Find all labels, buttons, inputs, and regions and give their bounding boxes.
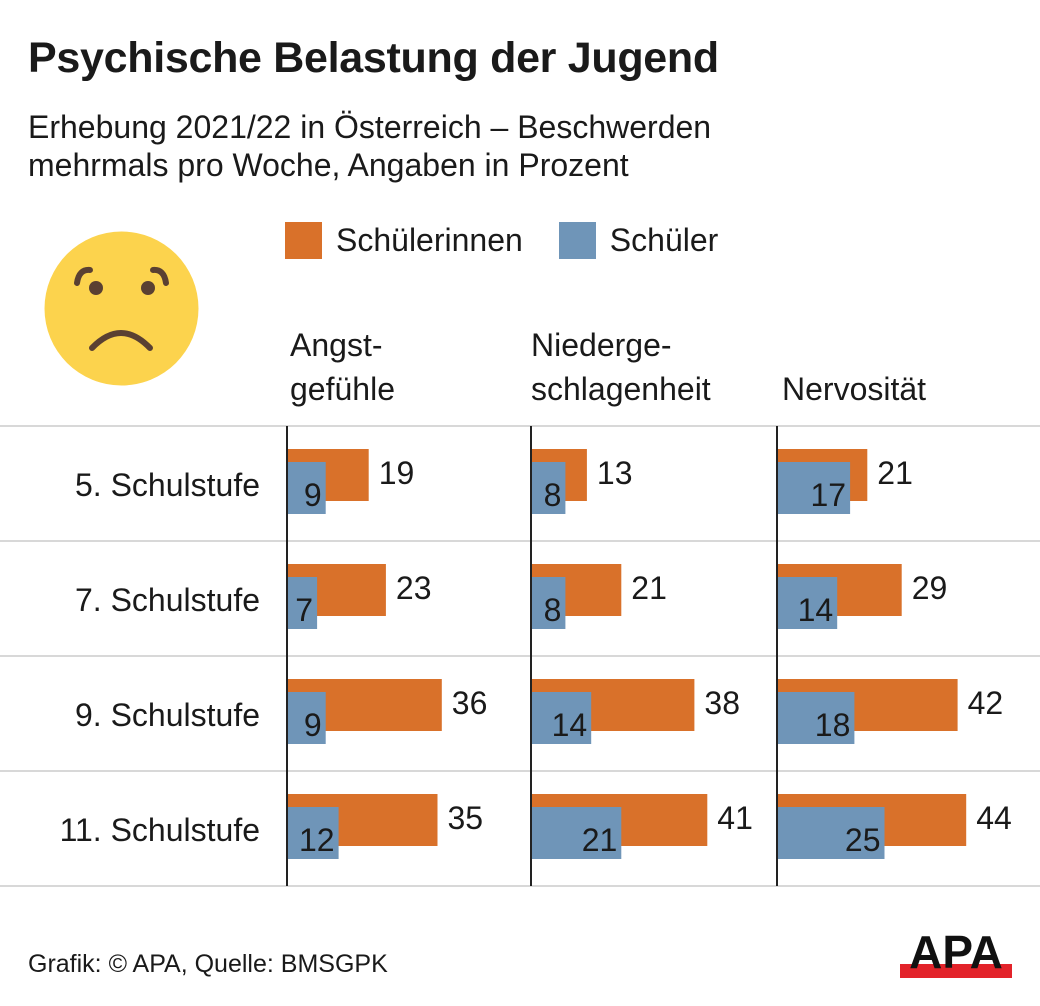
data-label-female: 44: [976, 800, 1012, 836]
data-label-male: 21: [582, 822, 618, 858]
category-label: 5. Schulstufe: [75, 467, 260, 503]
bar-male: [287, 462, 326, 514]
bar-male: [531, 692, 592, 744]
category-label: 11. Schulstufe: [60, 812, 260, 848]
legend-swatch-male: [558, 222, 596, 259]
bar-male: [531, 577, 566, 629]
data-label-female: 21: [631, 570, 667, 606]
panel-title-niedergeschlagenheit: Niederge- schlagenheit: [531, 323, 711, 411]
data-label-female: 35: [448, 800, 484, 836]
data-label-female: 21: [877, 455, 913, 491]
bar-male: [287, 692, 326, 744]
subtitle-line-1: Erhebung 2021/22 in Österreich – Beschwe…: [28, 109, 712, 145]
bar-male: [777, 577, 838, 629]
category-label: 7. Schulstufe: [75, 582, 260, 618]
panel-title-line-2: Nervosität: [782, 371, 927, 407]
bar-male: [531, 462, 566, 514]
panel-title-nervositaet: Nervosität: [782, 323, 926, 411]
data-label-female: 23: [396, 570, 432, 606]
legend-label-female: Schülerinnen: [336, 222, 523, 258]
bar-male: [287, 807, 339, 859]
data-label-female: 36: [452, 685, 488, 721]
data-label-male: 9: [304, 707, 322, 743]
legend-swatch-female: [285, 222, 322, 259]
data-label-male: 18: [815, 707, 851, 743]
data-label-female: 41: [717, 800, 753, 836]
data-label-female: 42: [968, 685, 1004, 721]
apa-logo: APA: [900, 930, 1012, 978]
legend-item-female: Schülerinnen: [285, 222, 523, 259]
data-label-male: 8: [544, 477, 562, 513]
panel-title-line-2: gefühle: [290, 371, 395, 407]
bar-male: [531, 807, 622, 859]
logo-text: APA: [909, 930, 1003, 978]
legend-item-male: Schüler: [558, 222, 719, 259]
bar-male: [777, 692, 855, 744]
panel-title-line-1: Angst-: [290, 327, 383, 363]
bar-male: [777, 807, 885, 859]
data-label-male: 17: [811, 477, 847, 513]
data-label-female: 13: [597, 455, 633, 491]
data-label-male: 14: [552, 707, 588, 743]
data-label-male: 14: [798, 592, 834, 628]
sad-face-emoji-icon: [44, 231, 199, 386]
legend: Schülerinnen Schüler: [285, 222, 754, 259]
chart-title: Psychische Belastung der Jugend: [28, 34, 719, 82]
data-label-male: 8: [544, 592, 562, 628]
data-label-male: 7: [295, 592, 313, 628]
logo-red-bar: [900, 964, 1012, 978]
bar-male: [287, 577, 318, 629]
panel-title-angstgefuehle: Angst- gefühle: [290, 323, 395, 411]
subtitle-line-2: mehrmals pro Woche, Angaben in Prozent: [28, 147, 629, 183]
panel-title-line-2: schlagenheit: [531, 371, 711, 407]
data-label-female: 29: [912, 570, 948, 606]
source-credit: Grafik: © APA, Quelle: BMSGPK: [28, 950, 388, 978]
data-label-female: 38: [704, 685, 740, 721]
data-label-female: 19: [379, 455, 415, 491]
panel-title-line-1: Niederge-: [531, 327, 672, 363]
legend-label-male: Schüler: [609, 222, 719, 258]
bar-male: [777, 462, 851, 514]
chart-subtitle: Erhebung 2021/22 in Österreich – Beschwe…: [28, 108, 928, 184]
category-label: 9. Schulstufe: [75, 697, 260, 733]
data-label-male: 25: [845, 822, 881, 858]
data-label-male: 9: [304, 477, 322, 513]
data-label-male: 12: [299, 822, 335, 858]
